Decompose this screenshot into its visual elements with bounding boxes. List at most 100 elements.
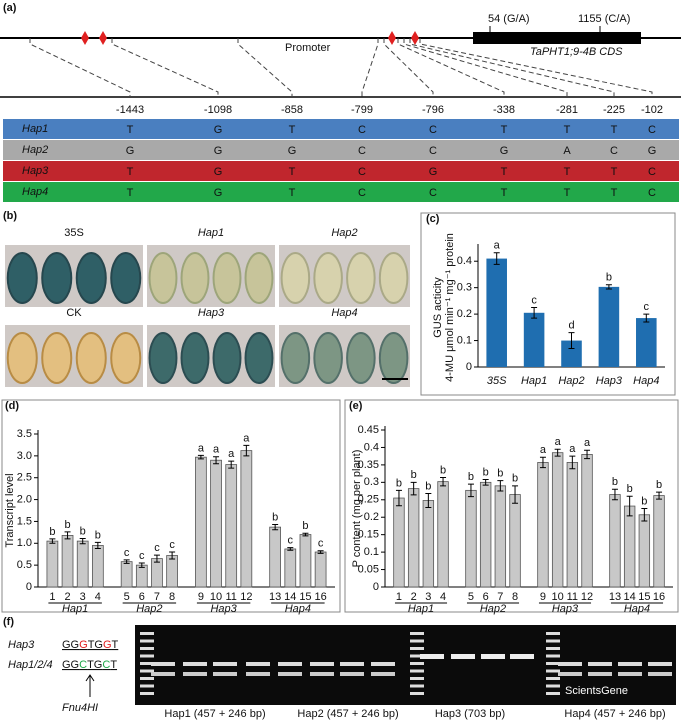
band bbox=[246, 662, 270, 666]
y-tick-label: 0.2 bbox=[364, 511, 379, 523]
panel-label: (a) bbox=[3, 2, 17, 14]
haplotype-table: -1443 -1098 -858 -799 -796 -338 -281 -225 -102 Ha… bbox=[3, 38, 679, 202]
bar bbox=[581, 454, 593, 588]
significance-letter: b bbox=[656, 479, 662, 491]
x-tick-label: 11 bbox=[225, 591, 236, 603]
bar bbox=[225, 464, 238, 588]
allele: T bbox=[564, 187, 571, 199]
y-tick-label: 0.15 bbox=[358, 529, 379, 541]
significance-letter: a bbox=[213, 444, 220, 456]
bar bbox=[135, 564, 148, 588]
ladder-band bbox=[410, 692, 424, 695]
significance-letter: b bbox=[440, 464, 446, 476]
ladder-band bbox=[140, 639, 154, 643]
error-bar bbox=[656, 491, 663, 500]
ladder-band bbox=[140, 632, 154, 635]
error-bar bbox=[605, 284, 612, 290]
dashed-link bbox=[419, 38, 653, 97]
panel-frame bbox=[420, 212, 676, 396]
haplotype-row bbox=[3, 119, 679, 139]
y-tick-label: 0.1 bbox=[364, 546, 379, 558]
lane-label: Hap1 (457 + 246 bp) bbox=[164, 708, 265, 720]
x-tick-label: 14 bbox=[624, 591, 636, 603]
significance-letter: c bbox=[169, 539, 175, 551]
significance-letter: d bbox=[568, 320, 574, 332]
ladder-band bbox=[410, 662, 424, 665]
significance-letter: b bbox=[606, 272, 612, 284]
seed bbox=[110, 252, 142, 304]
significance-letter: a bbox=[584, 437, 591, 449]
bar bbox=[393, 497, 405, 588]
error-bar bbox=[497, 480, 504, 492]
significance-letter: b bbox=[641, 495, 647, 507]
seed bbox=[110, 332, 142, 384]
significance-letter: b bbox=[411, 469, 417, 481]
y-tick-label: 0 bbox=[26, 581, 32, 593]
y-tick-label: 0.45 bbox=[358, 424, 379, 436]
allele: C bbox=[648, 166, 656, 178]
allele: G bbox=[214, 166, 223, 178]
seed bbox=[244, 252, 274, 304]
watermark: ScientsGene bbox=[565, 685, 628, 697]
allele: C bbox=[648, 124, 656, 136]
group-label: Hap3 bbox=[210, 603, 237, 615]
diamond bbox=[81, 31, 89, 45]
y-tick-label: 0.4 bbox=[364, 441, 379, 453]
position-label: -799 bbox=[351, 104, 373, 116]
ladder-band bbox=[140, 654, 154, 658]
x-tick-label: 14 bbox=[284, 591, 296, 603]
x-tick-label: 8 bbox=[169, 591, 175, 603]
error-bar bbox=[493, 252, 500, 265]
y-tick-label: 3.0 bbox=[17, 450, 32, 462]
x-tick-label: 4 bbox=[440, 591, 446, 603]
bar bbox=[422, 500, 435, 588]
bar bbox=[284, 548, 297, 588]
seed bbox=[212, 252, 242, 304]
allele: C bbox=[429, 187, 437, 199]
error-bar bbox=[153, 554, 160, 563]
bar bbox=[636, 318, 657, 367]
diamond bbox=[411, 31, 419, 45]
band bbox=[310, 672, 334, 676]
error-bar bbox=[467, 483, 474, 498]
dashed-link bbox=[29, 38, 131, 97]
error-bar bbox=[611, 488, 618, 501]
image-label: Hap1 bbox=[198, 227, 224, 239]
haplotype-row bbox=[3, 182, 679, 202]
seed bbox=[75, 252, 107, 304]
x-tick-label: Hap4 bbox=[633, 375, 659, 387]
bar bbox=[269, 526, 282, 588]
band bbox=[618, 662, 642, 666]
band bbox=[310, 662, 334, 666]
ladder-band bbox=[410, 677, 424, 680]
error-bar bbox=[482, 479, 489, 486]
significance-letter: b bbox=[49, 526, 55, 538]
allele: T bbox=[611, 124, 618, 136]
significance-letter: a bbox=[569, 443, 576, 455]
position-label: -225 bbox=[603, 104, 625, 116]
seed bbox=[148, 252, 178, 304]
y-tick-label: 0.35 bbox=[358, 459, 379, 471]
y-tick-label: 0 bbox=[373, 581, 379, 593]
ladder-band bbox=[140, 677, 154, 680]
y-tick-label: 0 bbox=[466, 361, 472, 373]
y-axis-label: GUS acticity bbox=[432, 277, 444, 338]
band bbox=[151, 662, 175, 666]
error-bar bbox=[395, 489, 402, 507]
x-tick-label: 7 bbox=[154, 591, 160, 603]
gus-images: (b) 35S Hap1 Hap2 CK Hap3 Hap4 bbox=[3, 210, 410, 387]
dashed-link bbox=[383, 38, 434, 97]
y-tick-label: 0.2 bbox=[457, 308, 472, 320]
ladder-band bbox=[546, 639, 560, 643]
x-tick-label: 13 bbox=[609, 591, 621, 603]
error-bar bbox=[228, 460, 235, 469]
x-tick-label: 2 bbox=[64, 591, 70, 603]
allele: G bbox=[126, 145, 135, 157]
dashed-link bbox=[237, 38, 293, 97]
band bbox=[371, 662, 395, 666]
haplotype-name: Hap3 bbox=[22, 165, 49, 177]
significance-letter: a bbox=[228, 448, 235, 460]
seed bbox=[6, 332, 38, 384]
x-tick-label: 15 bbox=[638, 591, 650, 603]
